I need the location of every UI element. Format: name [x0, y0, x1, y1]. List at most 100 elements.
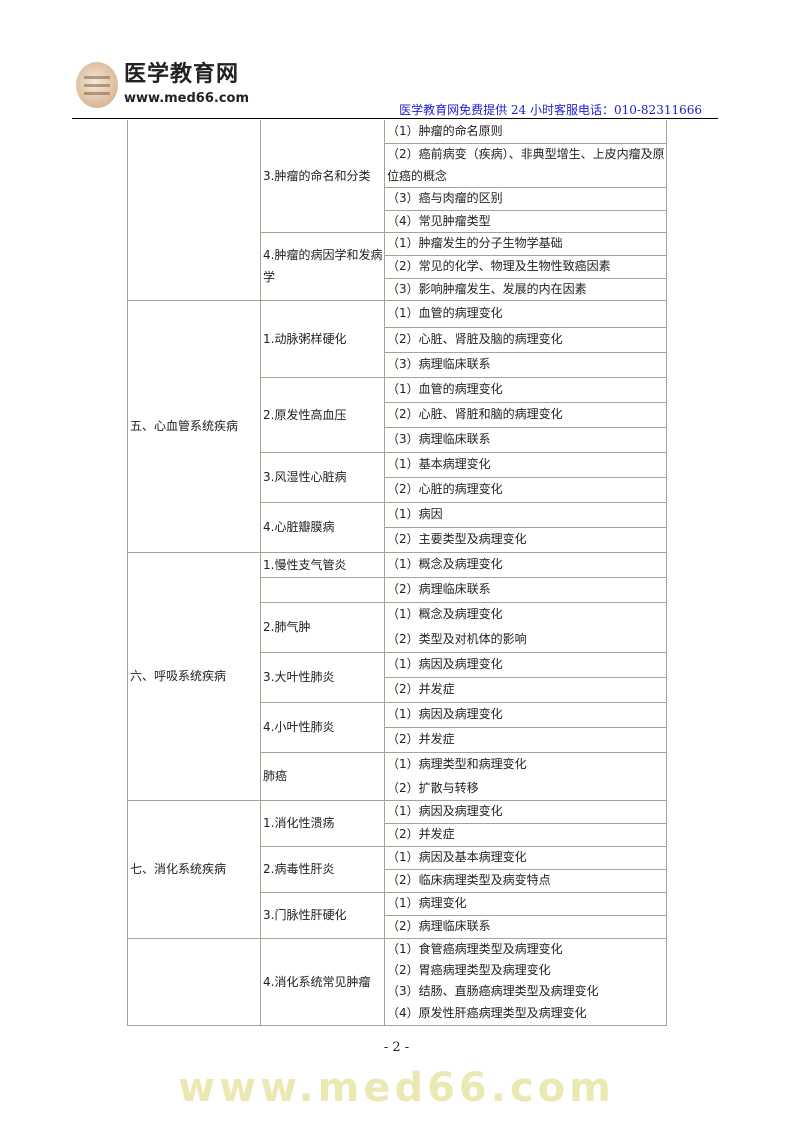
table-rule	[384, 327, 667, 328]
table-rule	[260, 702, 667, 703]
topic-label: 2.肺气肿	[263, 620, 311, 634]
topic-label: 肺癌	[263, 769, 288, 783]
list-item: （1）血管的病理变化	[387, 382, 503, 396]
table-rule	[384, 823, 667, 824]
list-item: （1）肿瘤发生的分子生物学基础	[387, 236, 563, 250]
list-item: （2）主要类型及病理变化	[387, 532, 527, 546]
list-item: （1）血管的病理变化	[387, 306, 503, 320]
table-rule	[260, 452, 667, 453]
table-rule	[384, 300, 385, 552]
logo-url: www.med66.com	[124, 91, 250, 106]
table-rule	[127, 120, 128, 300]
table-rule	[666, 120, 667, 300]
table-rule	[384, 278, 667, 279]
list-item: （1）病因及病理变化	[387, 804, 503, 818]
table-rule	[260, 577, 667, 578]
table-rule	[384, 255, 667, 256]
topic-label: 1.消化性溃疡	[263, 816, 335, 830]
topic-label: 3.风湿性心脏病	[263, 470, 347, 484]
header-rule	[72, 118, 718, 119]
list-item: （1）病因及病理变化	[387, 657, 503, 671]
list-item: （3）结肠、直肠癌病理类型及病理变化	[387, 984, 599, 998]
table-rule	[384, 187, 667, 188]
table-rule	[260, 938, 261, 1025]
list-item: （1）病理类型和病理变化	[387, 757, 527, 771]
table-rule	[384, 800, 385, 938]
table-rule	[384, 210, 667, 211]
table-rule	[384, 552, 385, 800]
topic-label: 1.慢性支气管炎	[263, 557, 347, 572]
table-rule	[666, 300, 667, 552]
table-rule	[260, 752, 667, 753]
table-rule	[384, 120, 385, 300]
list-item: （1）病因及病理变化	[387, 707, 503, 721]
table-rule	[127, 552, 667, 553]
list-item: （1）病因及基本病理变化	[387, 850, 527, 864]
section-title	[127, 938, 260, 1025]
table-rule	[260, 892, 667, 893]
table-rule	[127, 1025, 667, 1026]
table-rule	[127, 938, 667, 939]
logo-emblem-icon	[76, 62, 118, 108]
topic-label: 4.心脏瓣膜病	[263, 520, 335, 534]
topic-label: 4.小叶性肺炎	[263, 720, 335, 734]
table-rule	[384, 527, 667, 528]
table-rule	[384, 477, 667, 478]
section-title	[127, 120, 260, 300]
list-item: （2）并发症	[387, 827, 455, 841]
list-item: （2）心脏、肾脏及脑的病理变化	[387, 332, 563, 346]
list-item: （2）心脏、肾脏和脑的病理变化	[387, 407, 563, 421]
table-rule	[666, 552, 667, 800]
section-title: 七、消化系统疾病	[130, 862, 227, 876]
table-rule	[127, 800, 667, 801]
table-rule	[384, 727, 667, 728]
list-item: （1）概念及病理变化	[387, 607, 503, 621]
table-rule	[260, 502, 667, 503]
table-rule	[260, 377, 667, 378]
topic-label: 3.门脉性肝硬化	[263, 908, 347, 922]
topic-label: 3.肿瘤的命名和分类	[263, 169, 371, 183]
list-item: （2）临床病理类型及病变特点	[387, 873, 551, 887]
list-item: （2）类型及对机体的影响	[387, 632, 527, 646]
section-title: 六、呼吸系统疾病	[130, 669, 227, 683]
list-item: （4）常见肿瘤类型	[387, 214, 491, 228]
list-item: （1）病理变化	[387, 896, 467, 910]
list-item: （1）基本病理变化	[387, 457, 491, 471]
watermark: www.med66.com	[178, 1065, 615, 1111]
header-hotline: 医学教育网免费提供 24 小时客服电话：010-82311666	[399, 103, 702, 117]
table-rule	[666, 800, 667, 938]
table-rule	[384, 869, 667, 870]
page-number: - 2 -	[383, 1040, 410, 1055]
logo: 医学教育网 www.med66.com	[76, 62, 256, 110]
topic-label: 2.病毒性肝炎	[263, 862, 335, 876]
list-item: （2）常见的化学、物理及生物性致癌因素	[387, 259, 611, 273]
table-rule	[127, 300, 667, 301]
list-item: （2）胃癌病理类型及病理变化	[387, 963, 551, 977]
table-rule	[260, 846, 667, 847]
table-rule	[127, 800, 128, 938]
list-item: （1）概念及病理变化	[387, 557, 503, 571]
list-item: （1）肿瘤的命名原则	[387, 124, 503, 138]
section-title: 五、心血管系统疾病	[130, 419, 239, 433]
table-rule	[260, 552, 261, 800]
topic-label: 4.消化系统常见肿瘤	[263, 974, 371, 989]
logo-title: 医学教育网	[124, 62, 240, 87]
table-rule	[260, 300, 261, 552]
table-rule	[260, 652, 667, 653]
table-rule	[384, 143, 667, 144]
table-rule	[260, 232, 667, 233]
table-rule	[384, 938, 385, 1025]
table-rule	[260, 120, 261, 300]
table-rule	[260, 602, 667, 603]
table-rule	[384, 402, 667, 403]
list-item: （2）癌前病变（疾病）、非典型增生、上皮内瘤及原位癌的概念	[387, 147, 665, 183]
topic-label	[260, 577, 384, 602]
table-rule	[384, 915, 667, 916]
table-rule	[260, 800, 261, 938]
table-rule	[127, 938, 128, 1025]
list-item: （4）原发性肝癌病理类型及病理变化	[387, 1006, 587, 1020]
table-rule	[384, 427, 667, 428]
list-item: （3）影响肿瘤发生、发展的内在因素	[387, 282, 587, 296]
topic-label: 1.动脉粥样硬化	[263, 331, 347, 346]
